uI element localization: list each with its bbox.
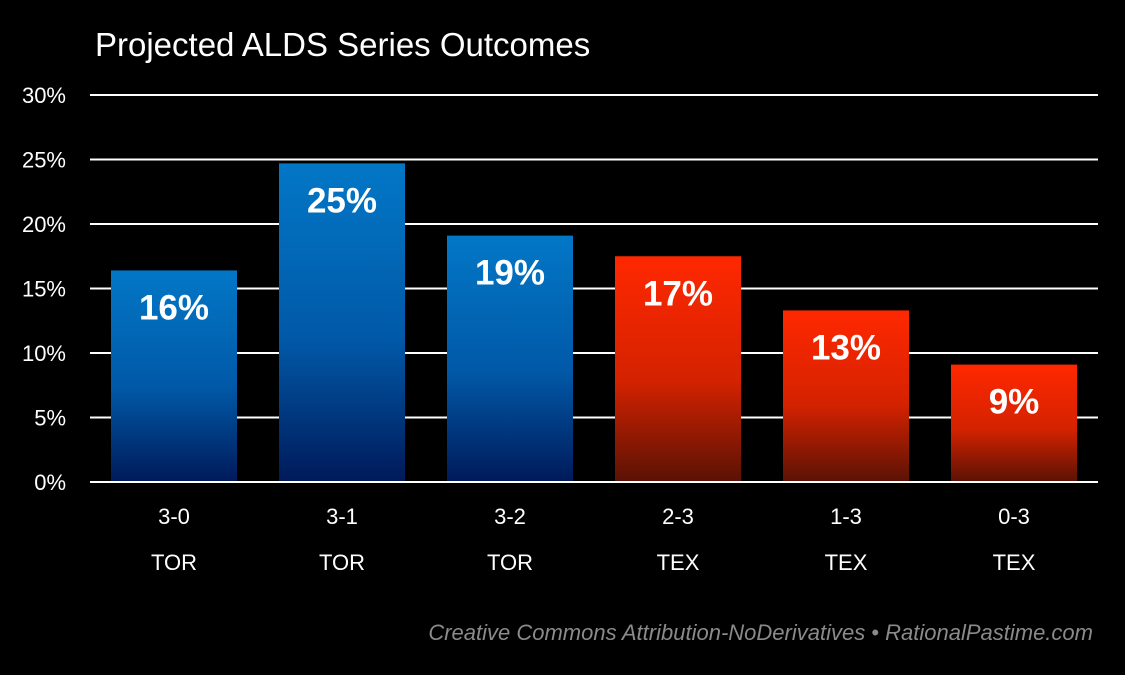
bar-0-3: [951, 364, 1077, 482]
data-label: 17%: [643, 274, 713, 313]
bar-1-3: [783, 310, 909, 482]
credit-text: Creative Commons Attribution-NoDerivativ…: [428, 620, 1093, 645]
x-tick-label: 3-1: [326, 504, 358, 529]
team-label: TEX: [993, 550, 1036, 575]
y-tick-label: 20%: [22, 212, 66, 237]
bar-2-3: [615, 256, 741, 482]
x-tick-label: 2-3: [662, 504, 694, 529]
x-tick-label: 0-3: [998, 504, 1030, 529]
chart-title: Projected ALDS Series Outcomes: [95, 26, 591, 63]
y-tick-label: 30%: [22, 83, 66, 108]
bar-3-0: [111, 270, 237, 482]
data-label: 16%: [139, 288, 209, 327]
team-label: TOR: [151, 550, 197, 575]
x-tick-label: 3-0: [158, 504, 190, 529]
team-label: TOR: [487, 550, 533, 575]
y-tick-label: 5%: [34, 406, 66, 431]
data-label: 25%: [307, 181, 377, 220]
y-tick-label: 15%: [22, 277, 66, 302]
y-tick-label: 25%: [22, 148, 66, 173]
y-tick-label: 0%: [34, 470, 66, 495]
bar-3-2: [447, 235, 573, 482]
y-tick-label: 10%: [22, 341, 66, 366]
bar-3-1: [279, 163, 405, 482]
data-label: 9%: [989, 383, 1040, 422]
data-label: 19%: [475, 254, 545, 293]
team-label: TEX: [657, 550, 700, 575]
team-label: TOR: [319, 550, 365, 575]
team-label: TEX: [825, 550, 868, 575]
data-label: 13%: [811, 328, 881, 367]
x-tick-label: 3-2: [494, 504, 526, 529]
x-tick-label: 1-3: [830, 504, 862, 529]
